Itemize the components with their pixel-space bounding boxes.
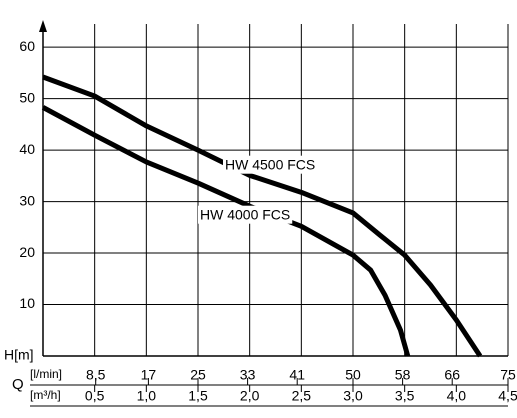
x2-tick-label: 75 (500, 367, 516, 383)
x-tick-label: 3,5 (395, 388, 415, 404)
x-unit: [m³/h] (30, 388, 61, 402)
x-tick-label: 1,5 (188, 388, 208, 404)
y-tick-label: 60 (19, 38, 35, 54)
x2-tick-label: 25 (190, 367, 206, 383)
x2-tick-label: 41 (289, 367, 305, 383)
series-label: HW 4000 FCS (200, 207, 290, 223)
x-tick-label: 4,0 (447, 388, 467, 404)
x-tick-label: 2,0 (240, 388, 260, 404)
curve (42, 74, 483, 358)
x2-tick-label: 66 (444, 367, 460, 383)
y-tick-label: 50 (19, 89, 35, 105)
series-label-bg (198, 205, 293, 224)
curve (41, 105, 411, 357)
x-tick-label: 2,5 (292, 388, 312, 404)
y-tick-label: 10 (19, 295, 35, 311)
x2-tick-label: 17 (141, 367, 157, 383)
series-label: HW 4500 FCS (225, 157, 315, 173)
x-tick-label: 0,5 (85, 388, 105, 404)
y-tick-label: 20 (19, 244, 35, 260)
x2-tick-label: 58 (395, 367, 411, 383)
y-tick-label: 40 (19, 141, 35, 157)
y-axis-label: H[m] (4, 347, 34, 363)
series-label-bg (223, 155, 318, 174)
x-tick-label: 4,5 (498, 388, 517, 404)
x-axis-label: Q (12, 376, 24, 393)
x-tick-label: 1,0 (137, 388, 157, 404)
x2-tick-label: 8,5 (86, 367, 106, 383)
x2-unit: [l/min] (30, 367, 62, 381)
x2-tick-label: 50 (345, 367, 361, 383)
y-tick-label: 30 (19, 192, 35, 208)
x2-tick-label: 33 (240, 367, 256, 383)
y-axis-arrow (39, 20, 47, 32)
x-tick-label: 3,0 (343, 388, 363, 404)
